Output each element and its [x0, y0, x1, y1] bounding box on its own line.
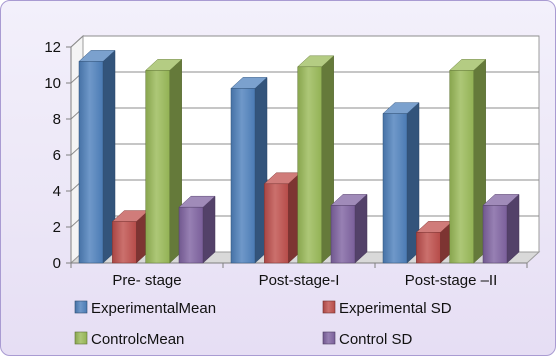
bar-experimentalmean-2: [230, 76, 268, 264]
bar-controlcmean-1: [145, 58, 183, 264]
legend-entry: ControlcMean: [74, 331, 184, 348]
legend-swatch: [322, 300, 336, 314]
legend-swatch: [74, 300, 88, 314]
category-label: Pre- stage: [112, 272, 181, 289]
legend-swatch: [322, 331, 336, 345]
y-tick-label: 6: [53, 147, 61, 164]
bar-experimentalmean-3: [382, 102, 420, 264]
legend-label: ExperimentalMean: [91, 300, 216, 317]
legend-label: ControlcMean: [91, 331, 184, 348]
bar-control-sd-1: [178, 195, 216, 264]
y-tick-label: 0: [53, 255, 61, 272]
category-label: Post-stage-I: [259, 272, 340, 289]
category-label: Post-stage –II: [405, 272, 498, 289]
y-tick-label: 8: [53, 111, 61, 128]
bar-experimental-sd-2: [263, 172, 301, 264]
bar-controlcmean-3: [449, 58, 487, 264]
y-tick-label: 4: [53, 183, 61, 200]
legend-entry: ExperimentalMean: [74, 300, 216, 317]
legend-label: Experimental SD: [339, 300, 452, 317]
legend-entry: Experimental SD: [322, 300, 452, 317]
y-tick-label: 12: [44, 39, 61, 56]
legend-label: Control SD: [339, 331, 413, 348]
y-tick-label: 2: [53, 219, 61, 236]
bar-control-sd-2: [330, 193, 368, 264]
y-tick-label: 10: [44, 75, 61, 92]
legend-swatch: [74, 331, 88, 345]
bar-control-sd-3: [482, 193, 520, 264]
bar-controlcmean-2: [297, 55, 335, 264]
bar-experimentalmean-1: [78, 49, 116, 264]
bar-experimental-sd-3: [415, 220, 453, 264]
gridline: [70, 35, 539, 48]
legend-entry: Control SD: [322, 331, 413, 348]
bar-experimental-sd-1: [111, 210, 149, 264]
